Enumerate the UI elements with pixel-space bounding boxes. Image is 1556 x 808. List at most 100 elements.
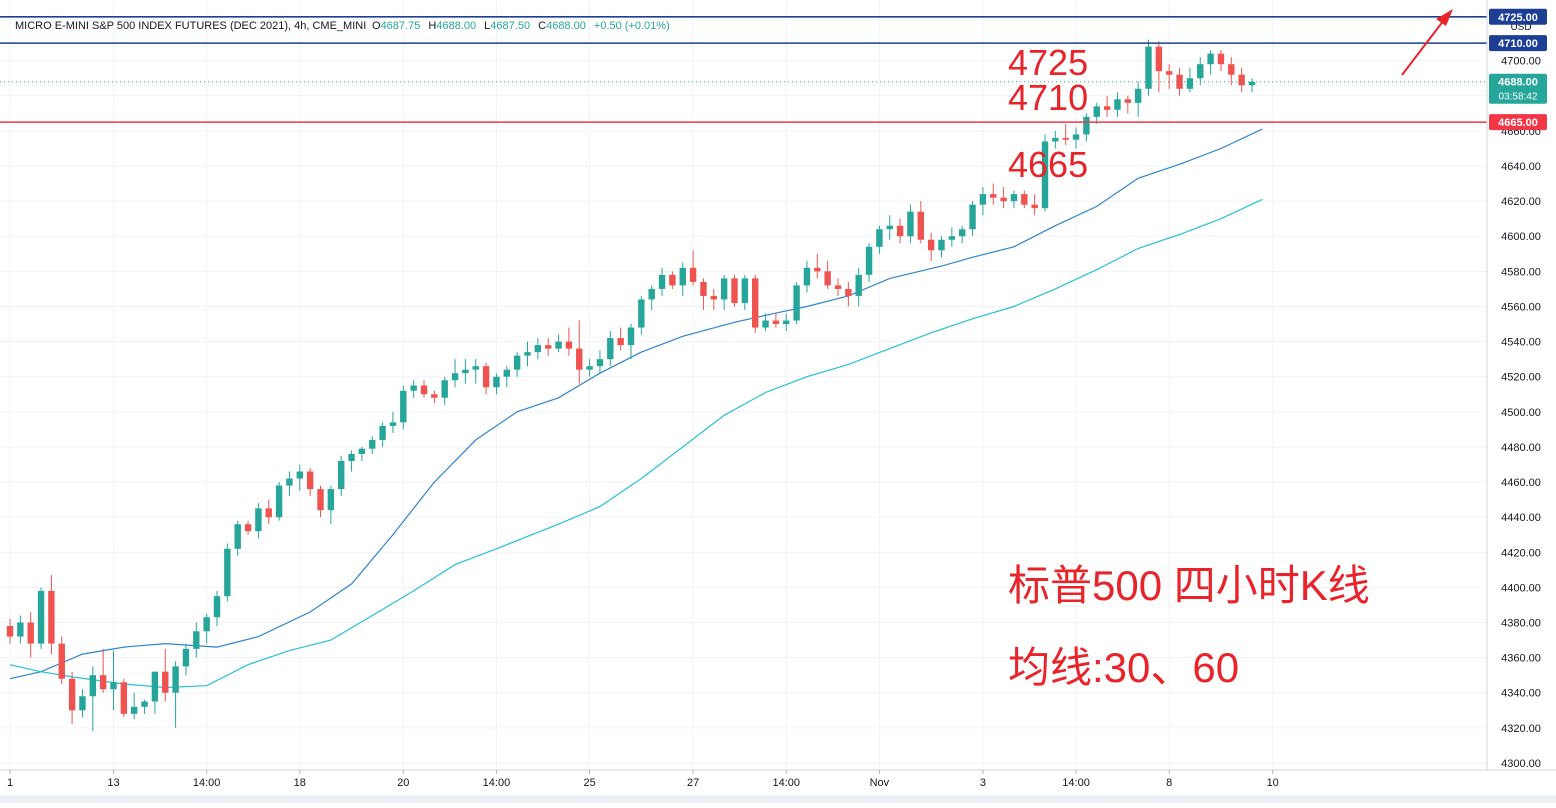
- candle[interactable]: [834, 278, 842, 296]
- candle[interactable]: [17, 615, 24, 644]
- candle[interactable]: [720, 274, 728, 310]
- candle[interactable]: [265, 499, 272, 525]
- candles[interactable]: [6, 39, 1256, 732]
- candle[interactable]: [482, 362, 490, 395]
- candle[interactable]: [451, 359, 459, 388]
- candle[interactable]: [1134, 81, 1142, 117]
- candle[interactable]: [379, 422, 386, 447]
- candle[interactable]: [607, 331, 614, 367]
- candle[interactable]: [58, 636, 65, 684]
- candle[interactable]: [338, 455, 345, 497]
- candle[interactable]: [627, 324, 635, 360]
- candle[interactable]: [224, 543, 231, 602]
- candle[interactable]: [772, 313, 780, 328]
- candle[interactable]: [68, 671, 76, 725]
- candle[interactable]: [803, 260, 811, 293]
- candle[interactable]: [1114, 92, 1121, 117]
- candle[interactable]: [896, 218, 904, 244]
- candle[interactable]: [151, 671, 159, 714]
- candle[interactable]: [503, 366, 510, 388]
- candle[interactable]: [783, 313, 790, 332]
- candle[interactable]: [545, 338, 552, 356]
- candle[interactable]: [741, 274, 749, 310]
- bottom-scrollbar[interactable]: [0, 795, 1556, 803]
- candle[interactable]: [410, 380, 417, 398]
- candle[interactable]: [358, 446, 366, 461]
- candle[interactable]: [1072, 127, 1080, 149]
- candle[interactable]: [927, 232, 935, 261]
- candle[interactable]: [493, 373, 500, 395]
- candle[interactable]: [762, 313, 769, 332]
- candle[interactable]: [596, 350, 604, 374]
- candle[interactable]: [938, 236, 945, 258]
- candle[interactable]: [110, 650, 117, 711]
- price-levels[interactable]: [0, 15, 1487, 123]
- candle[interactable]: [669, 271, 676, 289]
- candle[interactable]: [431, 390, 438, 404]
- candle[interactable]: [1248, 78, 1256, 93]
- candle[interactable]: [679, 262, 686, 296]
- candle[interactable]: [886, 215, 893, 240]
- candle[interactable]: [1062, 123, 1069, 145]
- candle[interactable]: [99, 648, 107, 693]
- candle[interactable]: [824, 260, 831, 289]
- candle[interactable]: [275, 482, 283, 521]
- candle[interactable]: [306, 468, 314, 497]
- candle[interactable]: [1103, 95, 1111, 117]
- candle[interactable]: [907, 204, 914, 244]
- candle[interactable]: [876, 225, 883, 254]
- candle[interactable]: [420, 380, 428, 398]
- candle[interactable]: [286, 471, 293, 497]
- candle[interactable]: [327, 485, 335, 525]
- candle[interactable]: [317, 485, 324, 518]
- candle[interactable]: [1145, 39, 1152, 96]
- candle[interactable]: [462, 359, 469, 384]
- candle[interactable]: [979, 187, 987, 216]
- candle[interactable]: [948, 227, 956, 247]
- candle[interactable]: [255, 503, 262, 539]
- candle[interactable]: [203, 613, 210, 644]
- candle[interactable]: [513, 352, 521, 377]
- candle[interactable]: [244, 520, 252, 535]
- candle[interactable]: [1093, 102, 1100, 124]
- candle[interactable]: [1197, 57, 1204, 86]
- candle[interactable]: [182, 643, 190, 676]
- candle[interactable]: [1010, 190, 1018, 209]
- candle[interactable]: [700, 278, 707, 310]
- candle[interactable]: [638, 295, 645, 335]
- candle[interactable]: [1124, 95, 1131, 114]
- candle[interactable]: [969, 201, 976, 237]
- candle[interactable]: [400, 385, 407, 430]
- candle[interactable]: [172, 661, 179, 728]
- candle[interactable]: [524, 341, 531, 367]
- candle[interactable]: [1207, 50, 1214, 75]
- candle[interactable]: [1217, 50, 1225, 72]
- candle[interactable]: [1031, 194, 1038, 216]
- candle[interactable]: [296, 464, 303, 491]
- candle[interactable]: [1052, 130, 1059, 149]
- candle[interactable]: [1166, 64, 1173, 89]
- candle[interactable]: [348, 450, 355, 472]
- candle[interactable]: [1228, 57, 1235, 86]
- candle[interactable]: [855, 267, 862, 307]
- candle[interactable]: [731, 274, 738, 307]
- candle[interactable]: [141, 699, 148, 714]
- candle[interactable]: [959, 225, 966, 244]
- candle[interactable]: [617, 327, 624, 351]
- candle[interactable]: [79, 689, 86, 718]
- candle[interactable]: [389, 411, 397, 433]
- candle[interactable]: [689, 250, 697, 286]
- candle[interactable]: [555, 334, 562, 353]
- candle[interactable]: [814, 253, 821, 279]
- candle[interactable]: [369, 436, 376, 454]
- candle[interactable]: [793, 281, 800, 325]
- candle[interactable]: [234, 520, 241, 556]
- candle[interactable]: [27, 611, 34, 658]
- candle[interactable]: [1176, 67, 1183, 96]
- candle[interactable]: [48, 575, 55, 655]
- candle[interactable]: [658, 267, 666, 296]
- candle[interactable]: [193, 622, 200, 658]
- candle[interactable]: [1155, 41, 1163, 93]
- price-axis[interactable]: 4700.004680.004660.004640.004620.004600.…: [1501, 56, 1541, 770]
